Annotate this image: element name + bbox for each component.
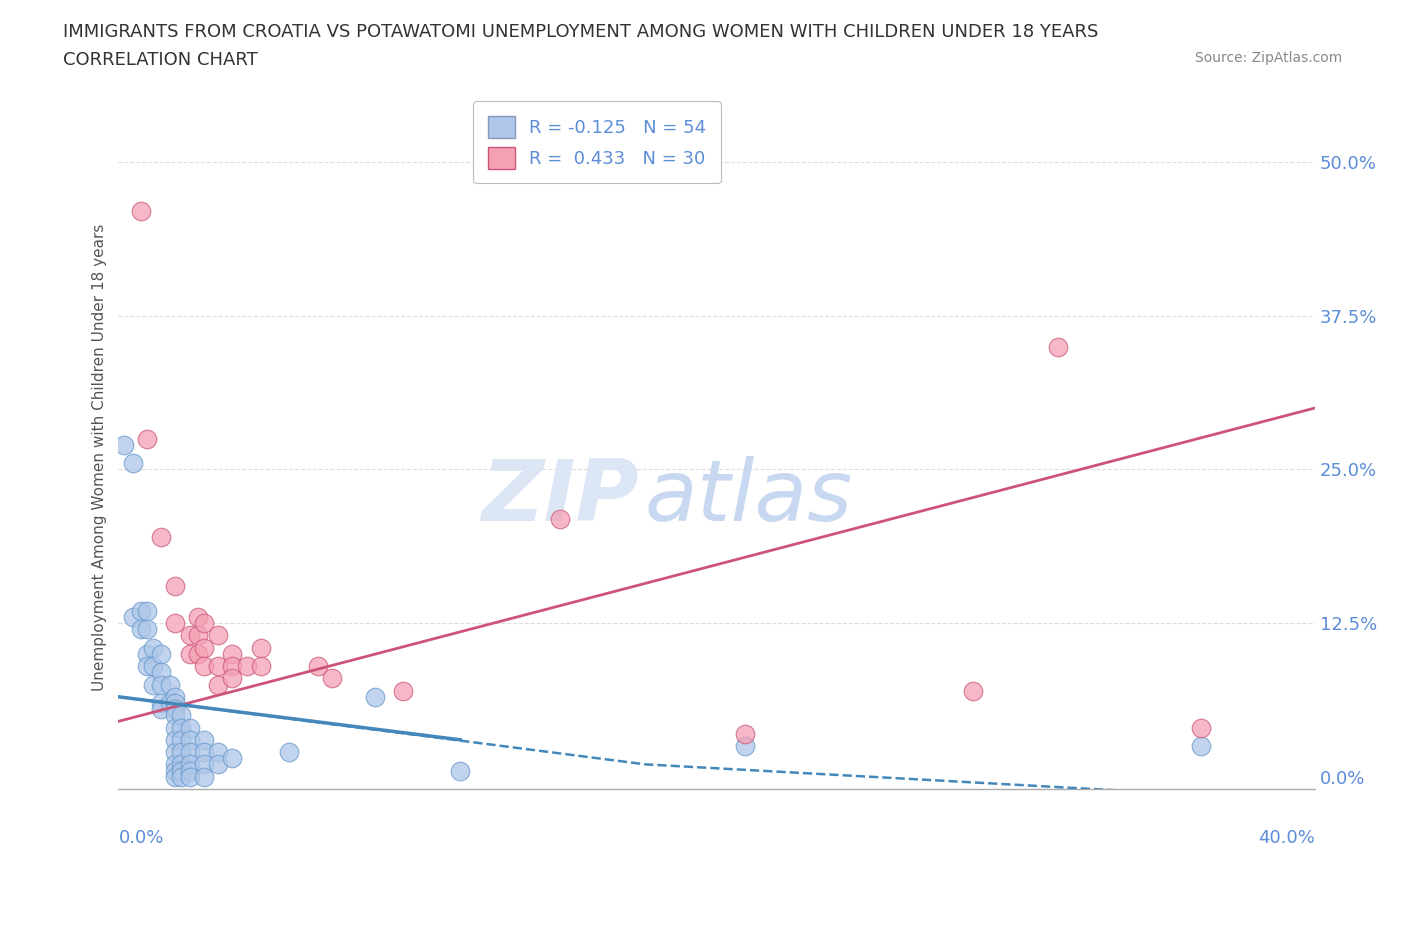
Point xyxy=(165,732,187,747)
Point xyxy=(165,745,187,760)
Point xyxy=(250,658,273,673)
Point xyxy=(165,578,187,593)
Point xyxy=(364,689,387,704)
Point xyxy=(170,720,193,735)
Point xyxy=(142,640,165,655)
Point xyxy=(392,684,415,698)
Point xyxy=(221,658,243,673)
Point xyxy=(179,769,201,784)
Point xyxy=(179,745,201,760)
Point xyxy=(1047,339,1070,354)
Point xyxy=(165,769,187,784)
Point xyxy=(135,432,157,446)
Point xyxy=(193,745,215,760)
Point xyxy=(548,512,571,526)
Point xyxy=(150,646,173,661)
Point xyxy=(179,720,201,735)
Point xyxy=(165,696,187,711)
Point xyxy=(207,757,229,772)
Point xyxy=(193,640,215,655)
Point xyxy=(142,677,165,692)
Point xyxy=(1189,738,1212,753)
Point xyxy=(187,609,209,624)
Text: CORRELATION CHART: CORRELATION CHART xyxy=(63,51,259,69)
Point xyxy=(207,628,229,643)
Point xyxy=(150,677,173,692)
Point xyxy=(165,720,187,735)
Text: IMMIGRANTS FROM CROATIA VS POTAWATOMI UNEMPLOYMENT AMONG WOMEN WITH CHILDREN UND: IMMIGRANTS FROM CROATIA VS POTAWATOMI UN… xyxy=(63,23,1098,41)
Point xyxy=(207,658,229,673)
Point xyxy=(135,646,157,661)
Point xyxy=(142,658,165,673)
Point xyxy=(165,701,187,716)
Point xyxy=(165,763,187,777)
Point xyxy=(1189,720,1212,735)
Point xyxy=(165,616,187,631)
Point xyxy=(193,732,215,747)
Point xyxy=(135,604,157,618)
Point xyxy=(187,628,209,643)
Point xyxy=(221,671,243,685)
Point xyxy=(150,665,173,680)
Text: ZIP: ZIP xyxy=(481,456,638,538)
Point xyxy=(159,677,181,692)
Point xyxy=(179,763,201,777)
Point xyxy=(129,622,152,637)
Point xyxy=(129,204,152,219)
Point xyxy=(278,745,301,760)
Point xyxy=(170,757,193,772)
Point xyxy=(121,456,143,471)
Point xyxy=(150,701,173,716)
Point xyxy=(121,609,143,624)
Text: 0.0%: 0.0% xyxy=(118,829,165,846)
Point xyxy=(150,529,173,544)
Point xyxy=(112,437,135,452)
Point xyxy=(129,604,152,618)
Point xyxy=(179,732,201,747)
Point xyxy=(734,726,756,741)
Point xyxy=(321,671,343,685)
Point xyxy=(193,769,215,784)
Point xyxy=(193,757,215,772)
Point xyxy=(962,684,984,698)
Point xyxy=(179,628,201,643)
Point xyxy=(135,658,157,673)
Point xyxy=(307,658,329,673)
Point xyxy=(193,658,215,673)
Point xyxy=(159,696,181,711)
Point xyxy=(221,751,243,765)
Y-axis label: Unemployment Among Women with Children Under 18 years: Unemployment Among Women with Children U… xyxy=(93,223,107,691)
Point xyxy=(170,732,193,747)
Point xyxy=(170,708,193,723)
Point xyxy=(165,689,187,704)
Point xyxy=(207,745,229,760)
Point xyxy=(170,745,193,760)
Point xyxy=(734,738,756,753)
Text: 40.0%: 40.0% xyxy=(1258,829,1315,846)
Point xyxy=(221,646,243,661)
Point xyxy=(150,696,173,711)
Legend: R = -0.125   N = 54, R =  0.433   N = 30: R = -0.125 N = 54, R = 0.433 N = 30 xyxy=(474,101,721,183)
Point xyxy=(170,769,193,784)
Point xyxy=(207,677,229,692)
Text: Source: ZipAtlas.com: Source: ZipAtlas.com xyxy=(1195,51,1343,65)
Point xyxy=(179,757,201,772)
Point xyxy=(165,708,187,723)
Point xyxy=(449,763,471,777)
Point xyxy=(187,646,209,661)
Point xyxy=(135,622,157,637)
Point xyxy=(235,658,257,673)
Text: atlas: atlas xyxy=(645,456,853,538)
Point xyxy=(165,757,187,772)
Point xyxy=(170,763,193,777)
Point xyxy=(179,646,201,661)
Point xyxy=(250,640,273,655)
Point xyxy=(193,616,215,631)
